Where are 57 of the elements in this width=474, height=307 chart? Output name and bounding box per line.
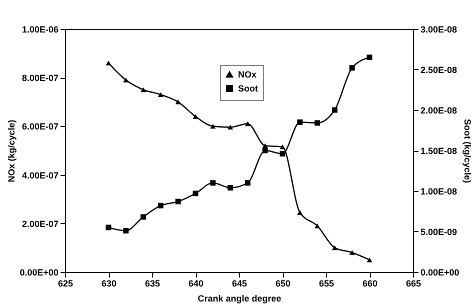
y2-tick-label: 3.00E-08 bbox=[420, 24, 458, 34]
point bbox=[297, 210, 303, 215]
point bbox=[158, 92, 164, 97]
legend-label: Soot bbox=[238, 84, 258, 94]
point bbox=[349, 65, 355, 71]
point bbox=[314, 120, 320, 126]
point bbox=[140, 87, 146, 92]
y2-tick-label: 1.00E-08 bbox=[420, 186, 458, 196]
point bbox=[123, 78, 129, 82]
point bbox=[192, 114, 198, 119]
x-tick-label: 640 bbox=[188, 278, 204, 288]
point bbox=[366, 54, 372, 60]
point bbox=[106, 60, 112, 66]
point bbox=[297, 119, 303, 125]
y-tick-label: 0.00E+00 bbox=[20, 268, 58, 278]
y-axis-title: NOx (kg/cycle) bbox=[6, 120, 17, 182]
point bbox=[262, 148, 268, 154]
point bbox=[210, 124, 216, 129]
point bbox=[140, 214, 146, 220]
point bbox=[158, 202, 164, 208]
point bbox=[244, 121, 250, 126]
x-tick-label: 635 bbox=[144, 278, 160, 288]
x-tick-label: 645 bbox=[232, 278, 248, 288]
x-tick-label: 665 bbox=[406, 278, 422, 288]
point bbox=[349, 250, 355, 255]
point bbox=[332, 107, 338, 113]
y2-tick-label: 0.00E+00 bbox=[420, 268, 460, 278]
y-tick-label: 1.00E-06 bbox=[22, 24, 58, 34]
point bbox=[175, 198, 181, 204]
y2-tick-label: 5.00E-09 bbox=[420, 227, 458, 237]
x-tick-label: 650 bbox=[275, 278, 291, 288]
y2-tick-label: 2.00E-08 bbox=[420, 106, 458, 116]
y-tick-label: 6.00E-07 bbox=[22, 122, 58, 132]
y-tick-label: 8.00E-07 bbox=[22, 73, 58, 84]
point bbox=[106, 224, 112, 230]
point bbox=[210, 180, 216, 186]
x-axis-title: Crank angle degree bbox=[198, 294, 282, 304]
x-tick-label: 630 bbox=[101, 278, 117, 288]
legend-label: NOx bbox=[238, 70, 257, 80]
point bbox=[280, 151, 286, 156]
x-tick-label: 655 bbox=[318, 278, 334, 288]
x-tick-label: 625 bbox=[58, 278, 74, 288]
y-tick-label: 2.00E-07 bbox=[22, 218, 58, 229]
y2-tick-label: 2.50E-08 bbox=[420, 65, 458, 75]
point bbox=[244, 180, 250, 186]
point bbox=[175, 100, 181, 104]
point bbox=[228, 124, 234, 130]
y-tick-label: 4.00E-07 bbox=[22, 170, 58, 180]
x-tick-label: 660 bbox=[362, 278, 378, 288]
point bbox=[228, 185, 234, 190]
point bbox=[332, 245, 338, 250]
point bbox=[123, 228, 129, 234]
y2-tick-label: 1.50E-08 bbox=[420, 146, 458, 156]
point bbox=[192, 190, 198, 196]
y2-axis-title: Soot (kg/cycle) bbox=[462, 118, 472, 184]
point bbox=[314, 223, 320, 228]
point bbox=[262, 143, 268, 148]
